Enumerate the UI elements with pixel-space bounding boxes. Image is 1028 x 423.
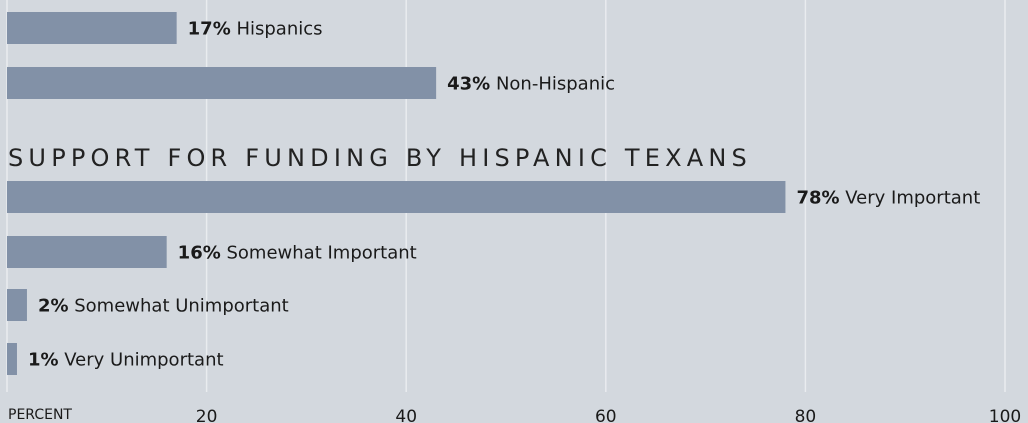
x-axis: PERCENT 20 40 60 80 100: [8, 407, 1021, 423]
bars: [7, 12, 786, 375]
bar-label: 16% Somewhat Important: [178, 243, 417, 264]
bar: [7, 181, 786, 213]
x-tick-label: 20: [196, 407, 218, 423]
x-tick-label: 60: [595, 407, 617, 423]
bar-label: 1% Very Unimportant: [28, 350, 224, 371]
bar-category: Somewhat Unimportant: [69, 296, 289, 317]
bar-label: 2% Somewhat Unimportant: [38, 296, 289, 317]
bar: [7, 236, 167, 268]
bar-category: Hispanics: [231, 19, 323, 40]
bar-value: 17%: [188, 19, 231, 40]
bar-value: 16%: [178, 243, 221, 264]
bar-value: 2%: [38, 296, 69, 317]
bar: [7, 289, 27, 321]
bar-label: 17% Hispanics: [188, 19, 323, 40]
bar: [7, 343, 17, 375]
bar-category: Very Important: [840, 188, 981, 209]
bar-value: 1%: [28, 350, 59, 371]
bar-label: 43% Non-Hispanic: [447, 74, 615, 95]
bar-category: Non-Hispanic: [490, 74, 615, 95]
x-tick-label: 40: [395, 407, 417, 423]
x-tick-label: 80: [795, 407, 817, 423]
bar-label: 78% Very Important: [796, 188, 980, 209]
bar-category: Very Unimportant: [59, 350, 224, 371]
x-axis-label: PERCENT: [8, 407, 72, 423]
bar-category: Somewhat Important: [221, 243, 417, 264]
bar: [7, 12, 177, 44]
section-heading: SUPPORT FOR FUNDING BY HISPANIC TEXANS: [8, 144, 752, 172]
bar-value: 43%: [447, 74, 490, 95]
bar: [7, 67, 437, 99]
x-tick-label: 100: [989, 407, 1021, 423]
bar-value: 78%: [796, 188, 839, 209]
bar-labels: 17% Hispanics 43% Non-Hispanic 78% Very Im…: [28, 19, 980, 371]
